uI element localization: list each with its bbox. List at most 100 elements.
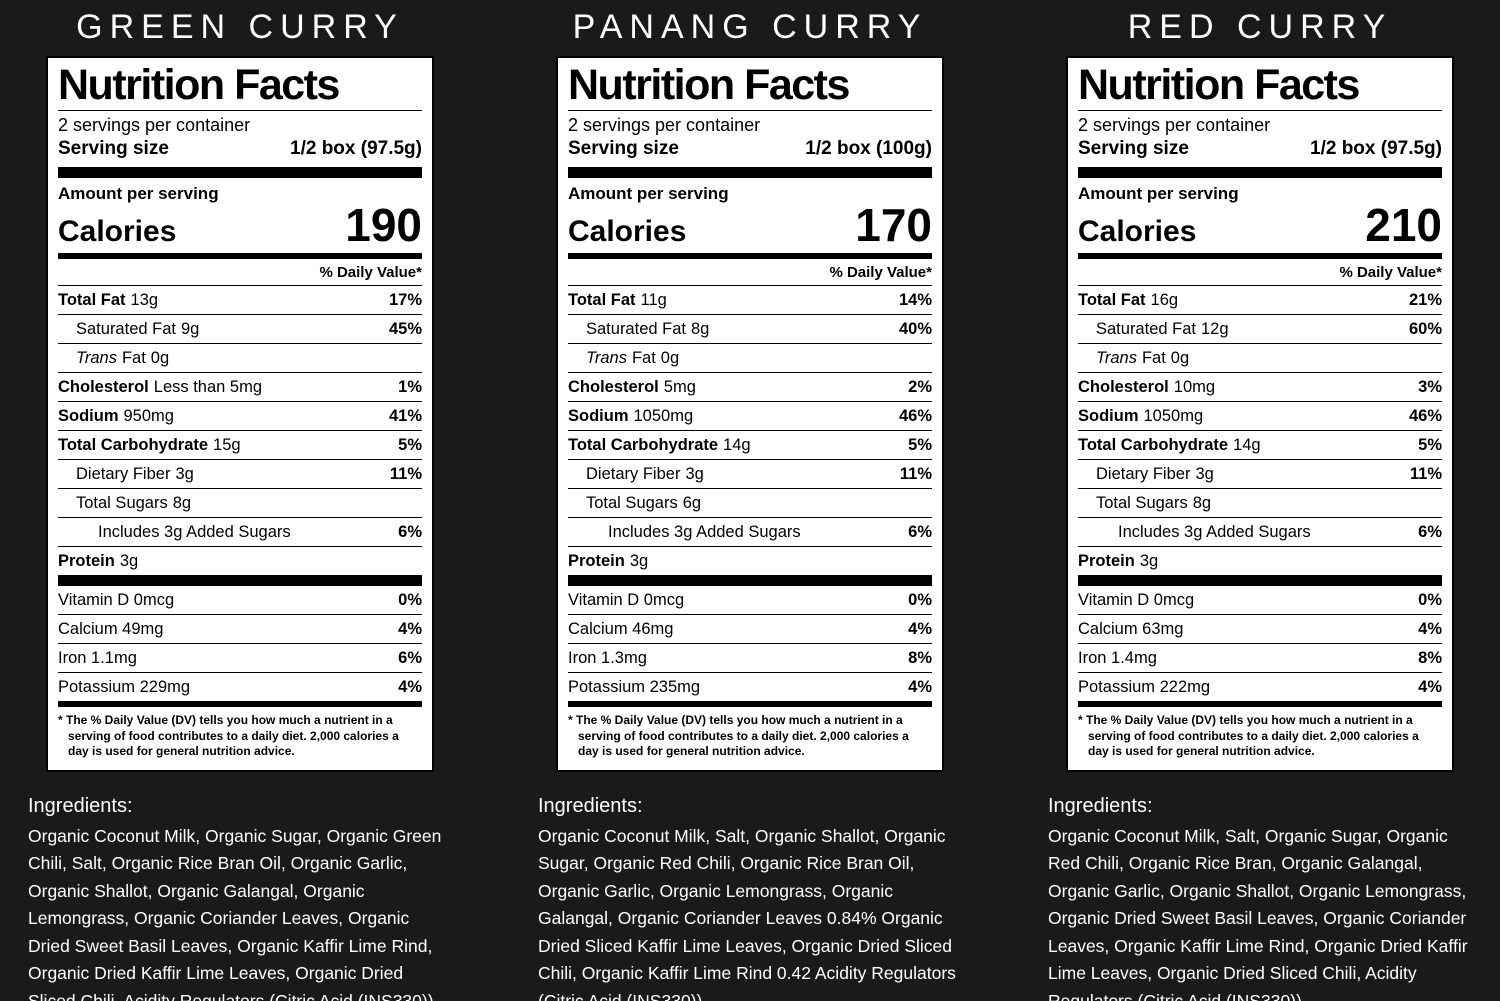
ingredients-text: Organic Coconut Milk, Salt, Organic Shal… [538,825,956,1001]
curry-column: PANANG CURRY Nutrition Facts 2 servings … [536,8,964,1001]
nutrient-amount: 5mg [663,377,696,396]
calories-row: Calories 170 [568,202,932,253]
row-dietary-fiber: Dietary Fiber 3g 11% [568,459,932,488]
ingredients-heading: Ingredients: [28,794,133,817]
divider-medium [568,701,932,707]
row-saturated-fat: Saturated Fat 8g 40% [568,314,932,343]
nutrition-facts-heading: Nutrition Facts [568,64,932,111]
nutrient-dv: 3% [1418,377,1442,396]
row-sodium: Sodium 950mg 41% [58,401,422,430]
row-saturated-fat: Saturated Fat 9g 45% [58,314,422,343]
nutrient-amount: 9g [180,319,200,338]
nutrient-amount: 0g [660,348,680,367]
ingredients-text: Organic Coconut Milk, Salt, Organic Suga… [1048,825,1468,1001]
nutrient-name: Protein 3g [568,552,648,571]
nutrient-label: Iron 1.3mg [568,648,647,667]
row-potassium: Potassium 235mg 4% [568,672,932,701]
trans-word: Trans [586,348,627,367]
daily-value-footnote: * The % Daily Value (DV) tells you how m… [58,713,399,759]
row-total-sugars: Total Sugars 8g [58,488,422,517]
daily-value-footnote: * The % Daily Value (DV) tells you how m… [1078,713,1419,759]
servings-per-container: 2 servings per container [1078,115,1271,135]
nutrient-label: Saturated Fat [76,319,176,338]
row-vitamin-d: Vitamin D 0mcg 0% [1078,586,1442,614]
nutrient-label: Total Fat [568,290,636,309]
calories-value: 190 [345,199,422,251]
nutrient-name: Dietary Fiber 3g [58,465,194,484]
nutrient-label: Total Carbohydrate [58,435,209,454]
row-iron: Iron 1.3mg 8% [568,643,932,672]
nutrient-name: Saturated Fat 9g [58,320,199,339]
nutrient-name: Protein 3g [58,552,138,571]
nutrient-name: Cholesterol Less than 5mg [58,378,262,397]
nutrient-amount: 1050mg [1143,406,1204,425]
row-saturated-fat: Saturated Fat 12g 60% [1078,314,1442,343]
nutrient-name: Total Sugars 8g [1078,494,1211,513]
divider-medium [58,701,422,707]
serving-size-label: Serving size [1078,138,1189,159]
divider-thick [58,167,422,178]
nutrient-dv: 4% [398,677,422,696]
nutrient-label: Total Fat [1078,290,1146,309]
nutrient-name: Includes 3g Added Sugars [58,523,291,542]
nutrient-label: Dietary Fiber [76,464,171,483]
nutrient-label: Vitamin D 0mcg [58,590,175,609]
nutrient-name: Cholesterol 5mg [568,378,696,397]
nutrient-amount: 3g [685,464,704,483]
nutrient-label: Saturated Fat [1096,319,1196,338]
nutrient-amount: 1050mg [633,406,694,425]
row-total-fat: Total Fat 11g 14% [568,285,932,314]
nutrient-amount: 8g [172,493,192,512]
calories-value: 210 [1365,199,1442,251]
servings-per-container: 2 servings per container [58,115,251,135]
nutrient-dv: 6% [398,522,422,541]
row-total-fat: Total Fat 13g 17% [58,285,422,314]
nutrient-amount: 15g [213,435,241,454]
row-added-sugars: Includes 3g Added Sugars 6% [568,517,932,546]
nutrient-dv: 11% [899,464,932,483]
nutrient-label: Potassium 235mg [568,677,701,696]
ingredients-text: Organic Coconut Milk, Organic Sugar, Org… [28,825,442,1001]
calories-label: Calories [568,215,687,248]
row-calcium: Calcium 63mg 4% [1078,614,1442,643]
row-dietary-fiber: Dietary Fiber 3g 11% [1078,459,1442,488]
nutrient-dv: 46% [1408,406,1442,425]
nutrient-amount: 8g [690,319,710,338]
nutrient-name: Total Carbohydrate 14g [1078,436,1261,455]
row-vitamin-d: Vitamin D 0mcg 0% [568,586,932,614]
divider-thick [568,167,932,178]
curry-column: GREEN CURRY Nutrition Facts 2 servings p… [26,8,454,1001]
nutrient-label: Dietary Fiber [586,464,681,483]
serving-size-value: 1/2 box (100g) [805,138,932,159]
nutrient-name: Sodium 950mg [58,407,174,426]
nutrient-name: Saturated Fat 12g [1078,320,1229,339]
nutrient-amount: 3g [175,464,194,483]
nutrient-label: Vitamin D 0mcg [568,590,685,609]
nutrient-dv: 21% [1408,290,1442,309]
nutrient-amount: 3g [119,551,139,570]
nutrient-label: Cholesterol [568,377,659,396]
nutrient-label: Total Carbohydrate [568,435,719,454]
row-iron: Iron 1.1mg 6% [58,643,422,672]
row-total-sugars: Total Sugars 6g [568,488,932,517]
nutrient-name: Total Carbohydrate 14g [568,436,751,455]
nutrient-amount: Less than 5mg [153,377,263,396]
calories-row: Calories 210 [1078,199,1442,253]
trans-word: Trans [1096,348,1137,367]
nutrition-facts-panel: Nutrition Facts 2 servings per container… [46,56,434,772]
row-trans-fat: Trans Fat 0g [1078,343,1442,372]
nutrient-label: Protein [58,551,115,570]
nutrient-name: Total Sugars 6g [568,494,701,513]
nutrient-dv: 41% [388,406,422,425]
nutrient-label: Sodium [568,406,629,425]
row-calcium: Calcium 46mg 4% [568,614,932,643]
nutrient-dv: 4% [1418,619,1442,638]
nutrient-name: Total Fat 13g [58,291,158,310]
nutrient-label: Calcium 63mg [1078,619,1184,638]
ingredients-section: Ingredients: Organic Coconut Milk, Salt,… [1046,795,1474,1001]
nutrient-label: Potassium 229mg [58,677,191,696]
row-total-carbohydrate: Total Carbohydrate 14g 5% [1078,430,1442,459]
ingredients-heading: Ingredients: [538,794,643,817]
nutrient-label: Total Fat [58,290,126,309]
